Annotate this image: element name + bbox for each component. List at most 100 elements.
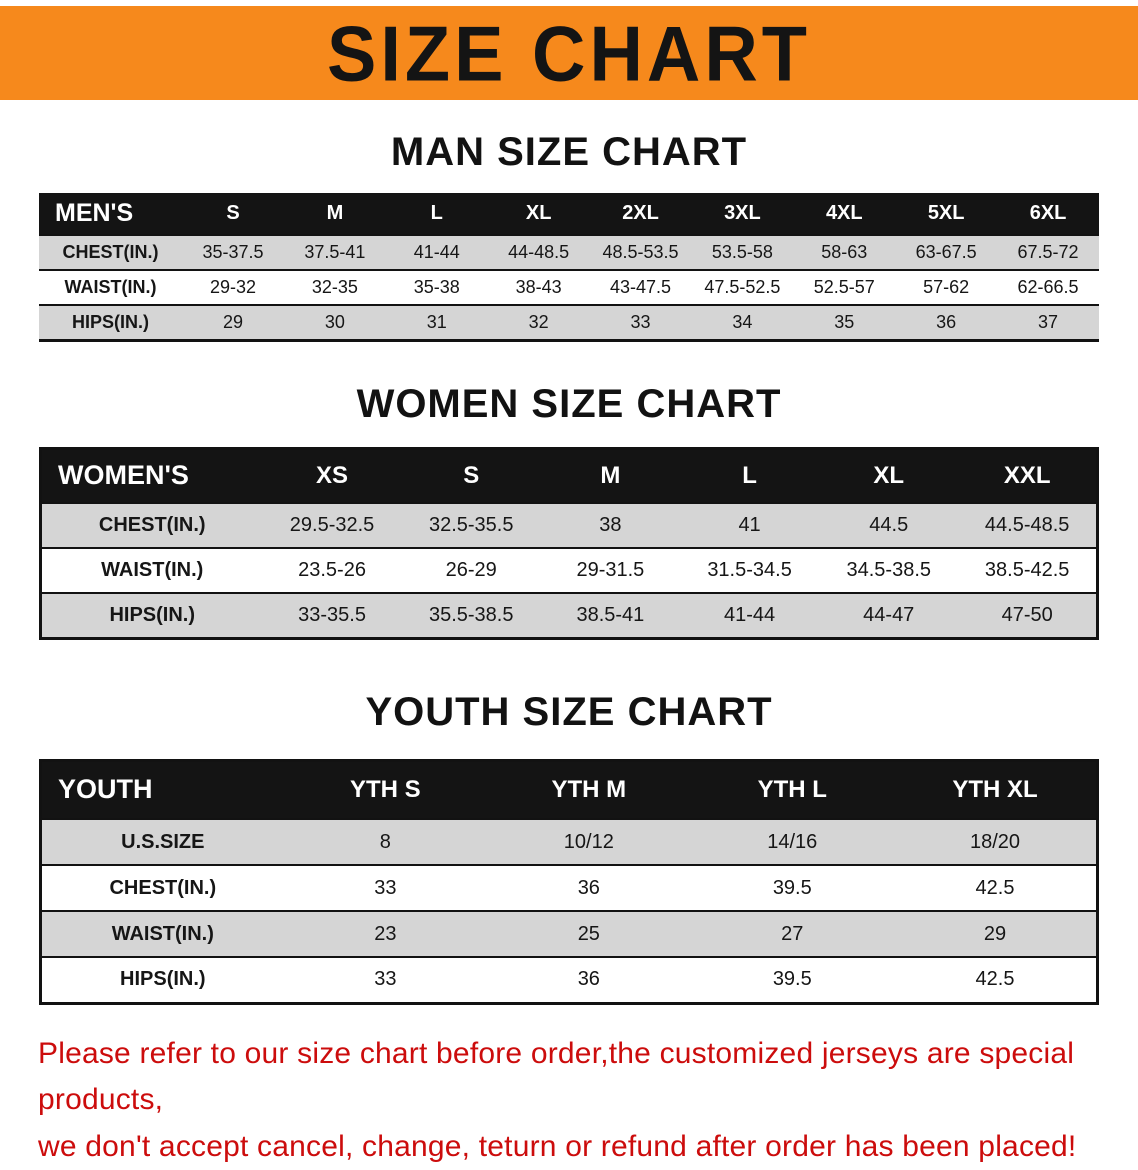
size-value: 8 <box>284 819 487 865</box>
table-corner-label: YOUTH <box>41 760 284 819</box>
size-value: 23 <box>284 911 487 957</box>
size-column-header: S <box>402 448 541 503</box>
size-value: 44-47 <box>819 593 958 638</box>
size-column-header: 3XL <box>691 193 793 235</box>
size-value: 31.5-34.5 <box>680 548 819 593</box>
size-value: 67.5-72 <box>997 235 1099 270</box>
measurement-label: HIPS(IN.) <box>41 593 263 638</box>
size-value: 35.5-38.5 <box>402 593 541 638</box>
measurement-label: HIPS(IN.) <box>39 305 182 340</box>
table-corner-label: WOMEN'S <box>41 448 263 503</box>
size-column-header: 6XL <box>997 193 1099 235</box>
measurement-label: WAIST(IN.) <box>41 548 263 593</box>
size-value: 26-29 <box>402 548 541 593</box>
size-value: 29-31.5 <box>541 548 680 593</box>
size-value: 29.5-32.5 <box>262 503 401 548</box>
notice-line-2: we don't accept cancel, change, teturn o… <box>38 1124 1100 1170</box>
size-value: 41-44 <box>386 235 488 270</box>
size-value: 36 <box>895 305 997 340</box>
size-value: 29 <box>894 911 1097 957</box>
size-value: 39.5 <box>691 957 894 1003</box>
size-value: 41-44 <box>680 593 819 638</box>
size-value: 41 <box>680 503 819 548</box>
size-value: 44-48.5 <box>488 235 590 270</box>
size-column-header: XL <box>488 193 590 235</box>
size-value: 37 <box>997 305 1099 340</box>
women-section-heading: WOMEN SIZE CHART <box>0 382 1138 427</box>
size-value: 43-47.5 <box>590 270 692 305</box>
size-column-header: YTH S <box>284 760 487 819</box>
measurement-label: U.S.SIZE <box>41 819 284 865</box>
size-value: 42.5 <box>894 865 1097 911</box>
size-value: 52.5-57 <box>793 270 895 305</box>
size-value: 33 <box>284 957 487 1003</box>
notice-line-1: Please refer to our size chart before or… <box>38 1031 1100 1124</box>
size-value: 25 <box>487 911 690 957</box>
size-value: 35-37.5 <box>182 235 284 270</box>
page-title: SIZE CHART <box>327 8 811 97</box>
size-value: 32-35 <box>284 270 386 305</box>
size-value: 14/16 <box>691 819 894 865</box>
size-value: 32.5-35.5 <box>402 503 541 548</box>
size-value: 27 <box>691 911 894 957</box>
size-column-header: YTH XL <box>894 760 1097 819</box>
size-value: 62-66.5 <box>997 270 1099 305</box>
size-value: 36 <box>487 865 690 911</box>
measurement-label: WAIST(IN.) <box>41 911 284 957</box>
size-value: 48.5-53.5 <box>590 235 692 270</box>
size-value: 38.5-41 <box>541 593 680 638</box>
size-column-header: XXL <box>958 448 1097 503</box>
size-column-header: L <box>386 193 488 235</box>
size-column-header: XL <box>819 448 958 503</box>
youth-section-heading: YOUTH SIZE CHART <box>0 690 1138 735</box>
size-value: 30 <box>284 305 386 340</box>
measurement-label: CHEST(IN.) <box>39 235 182 270</box>
size-column-header: XS <box>262 448 401 503</box>
size-value: 42.5 <box>894 957 1097 1003</box>
measurement-label: CHEST(IN.) <box>41 503 263 548</box>
size-value: 18/20 <box>894 819 1097 865</box>
size-value: 47.5-52.5 <box>691 270 793 305</box>
size-value: 35-38 <box>386 270 488 305</box>
size-column-header: YTH L <box>691 760 894 819</box>
size-value: 58-63 <box>793 235 895 270</box>
size-value: 44.5 <box>819 503 958 548</box>
size-value: 53.5-58 <box>691 235 793 270</box>
size-value: 34 <box>691 305 793 340</box>
banner: SIZE CHART <box>0 6 1138 100</box>
order-notice: Please refer to our size chart before or… <box>38 1031 1100 1170</box>
size-value: 29 <box>182 305 284 340</box>
size-value: 44.5-48.5 <box>958 503 1097 548</box>
size-value: 23.5-26 <box>262 548 401 593</box>
size-column-header: 2XL <box>590 193 692 235</box>
size-value: 38.5-42.5 <box>958 548 1097 593</box>
size-value: 39.5 <box>691 865 894 911</box>
size-value: 33 <box>284 865 487 911</box>
size-column-header: 4XL <box>793 193 895 235</box>
size-value: 57-62 <box>895 270 997 305</box>
size-column-header: M <box>541 448 680 503</box>
size-column-header: S <box>182 193 284 235</box>
size-column-header: M <box>284 193 386 235</box>
men-section-heading: MAN SIZE CHART <box>0 130 1138 175</box>
size-value: 47-50 <box>958 593 1097 638</box>
size-column-header: 5XL <box>895 193 997 235</box>
